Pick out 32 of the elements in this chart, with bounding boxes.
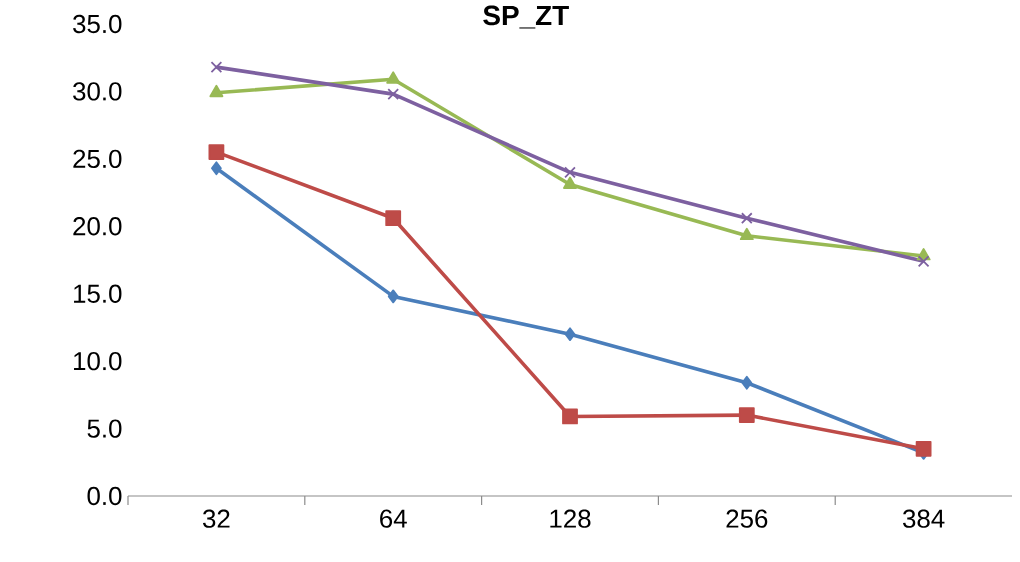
y-tick-label: 0.0 bbox=[87, 486, 122, 506]
point bbox=[740, 212, 753, 225]
point bbox=[385, 210, 402, 227]
point bbox=[915, 440, 932, 457]
y-tick-label: 25.0 bbox=[73, 149, 122, 169]
y-tick-label: 20.0 bbox=[73, 217, 122, 236]
y-tick-label: 35.0 bbox=[73, 14, 122, 34]
x-tick-label: 256 bbox=[726, 509, 768, 528]
point bbox=[386, 71, 401, 84]
point bbox=[739, 227, 754, 241]
y-tick-label: 10.0 bbox=[74, 351, 122, 371]
point bbox=[211, 161, 222, 176]
point bbox=[563, 176, 577, 189]
x-tick-label: 64 bbox=[380, 509, 407, 528]
x-tick-label: 32 bbox=[202, 509, 230, 528]
point bbox=[738, 407, 755, 423]
point bbox=[564, 327, 576, 342]
point bbox=[741, 375, 753, 390]
x-tick-label: 384 bbox=[902, 509, 945, 528]
point bbox=[209, 84, 224, 98]
point bbox=[387, 289, 399, 304]
y-tick-label: 5.0 bbox=[87, 419, 122, 438]
point bbox=[387, 88, 400, 100]
y-tick-label: 30.0 bbox=[73, 82, 122, 101]
point bbox=[917, 255, 930, 268]
x-tick-label: 128 bbox=[550, 509, 591, 528]
point bbox=[564, 166, 576, 179]
point bbox=[208, 144, 225, 161]
y-tick-label: 15.0 bbox=[74, 284, 122, 303]
point bbox=[562, 408, 578, 425]
point bbox=[210, 61, 223, 73]
chart-title: SP_ZT bbox=[483, 5, 569, 29]
